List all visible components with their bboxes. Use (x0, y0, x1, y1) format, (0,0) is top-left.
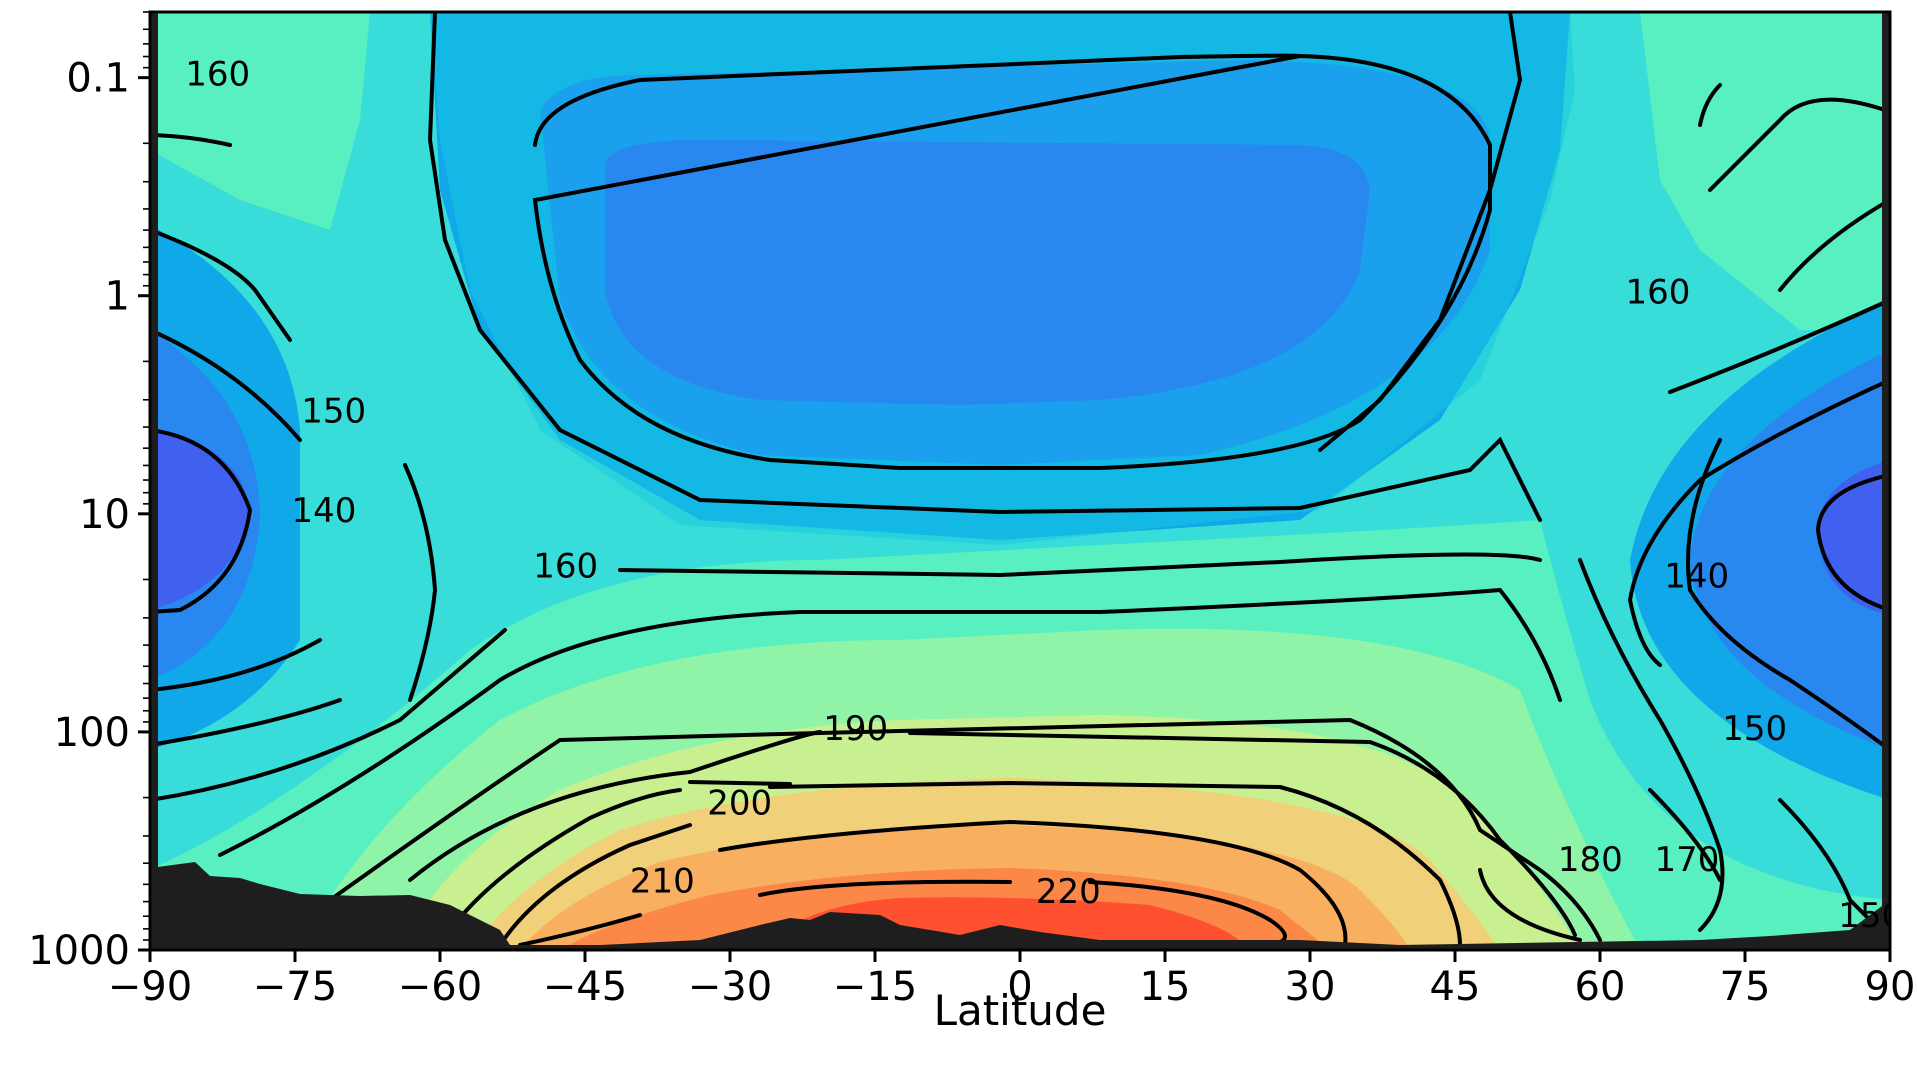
contour-line (403, 463, 438, 702)
contour-label: 150 (1722, 709, 1787, 749)
x-tick-label: −30 (688, 964, 772, 1010)
contour-line (1478, 868, 1582, 942)
contour-line (1778, 798, 1882, 932)
contour-line (498, 823, 692, 947)
contour-label: 200 (707, 784, 772, 824)
contour-line (328, 717, 1602, 942)
contour-line (150, 638, 322, 692)
contour-label: 190 (823, 709, 888, 749)
contour-label: 180 (1558, 840, 1623, 880)
contour-line (438, 788, 682, 947)
x-tick-label: 60 (1575, 964, 1626, 1010)
contour-line (1668, 298, 1890, 394)
x-tick-label: 30 (1285, 964, 1336, 1010)
contour-label: 160 (1626, 273, 1691, 313)
y-tick-label: 1000 (28, 928, 130, 974)
contour-line (1627, 378, 1890, 667)
x-tick-label: 15 (1140, 964, 1191, 1010)
x-tick-label: 45 (1430, 964, 1481, 1010)
contour-label: 140 (1664, 556, 1729, 596)
contour-line (718, 819, 1348, 947)
contour-line (1815, 473, 1890, 612)
x-tick-label: −45 (543, 964, 627, 1010)
x-tick-label: 75 (1720, 964, 1771, 1010)
contour-label: 150 (301, 391, 366, 431)
contour-label: 150 (1838, 896, 1903, 936)
contour-line (1686, 438, 1890, 752)
x-tick-label: −15 (833, 964, 917, 1010)
y-tick-label: 1 (105, 274, 130, 320)
contour-line (150, 628, 507, 802)
contour-line (427, 12, 1542, 522)
contour-line (518, 913, 642, 947)
x-tick-label: −90 (108, 964, 192, 1010)
x-tick-label: 90 (1865, 964, 1916, 1010)
y-tick-label: 0.1 (66, 56, 130, 102)
contour-line (768, 780, 1462, 947)
contour-label: 170 (1655, 840, 1720, 880)
x-tick-label: 0 (1007, 964, 1032, 1010)
band-coldest-top-center (605, 140, 1370, 405)
x-axis-label: Latitude (934, 986, 1107, 1035)
band-coldest-left (150, 428, 250, 610)
band-cold-right (1690, 350, 1890, 750)
y-tick-label: 100 (54, 710, 130, 756)
contour-line (150, 228, 292, 342)
right-edge-terrain (1882, 12, 1890, 950)
contour-lines (150, 12, 1890, 947)
y-axis: 0.1 1 10 100 1000 (28, 11, 150, 974)
contour-line (150, 698, 342, 747)
x-tick-label: −60 (398, 964, 482, 1010)
terrain-mask (150, 862, 1890, 950)
contour-line (758, 879, 1012, 897)
left-edge-terrain (150, 12, 158, 950)
contour-line (1778, 198, 1890, 292)
contour-line (1698, 83, 1722, 127)
contour-label: 210 (630, 861, 695, 901)
contour-line (618, 552, 1542, 578)
contour-label: 140 (292, 491, 357, 531)
contour-line (688, 780, 792, 786)
contour-line (533, 53, 1302, 147)
x-tick-label: −75 (253, 964, 337, 1010)
contour-label: 220 (1036, 872, 1101, 912)
contour-line (1708, 97, 1887, 192)
contour-labels: 160 140 160 150 140 160 140 190 150 200 180 170 210 2… (185, 0, 1903, 936)
plot-area: 160 140 160 150 140 160 140 190 150 200 180 170 210 2… (150, 0, 1903, 950)
contour-label: 140 (1055, 0, 1120, 19)
contour-label: 160 (185, 55, 250, 95)
contour-line (908, 731, 1577, 937)
band-warm-top-right (1640, 12, 1890, 330)
band-warm-top-left (150, 12, 370, 230)
contour-label: 160 (533, 546, 598, 586)
contour-line (408, 730, 822, 882)
contour-line (150, 428, 253, 614)
contour-line (1648, 788, 1722, 882)
x-axis: −90 −75 −60 −45 −30 −15 0 15 30 45 60 75 90 (108, 950, 1916, 1010)
contour-line (1088, 880, 1287, 947)
y-tick-label: 10 (79, 492, 130, 538)
contour-line (218, 587, 1562, 857)
contour-line (532, 53, 1492, 470)
contour-line (1578, 558, 1725, 932)
contour-line (150, 328, 302, 442)
